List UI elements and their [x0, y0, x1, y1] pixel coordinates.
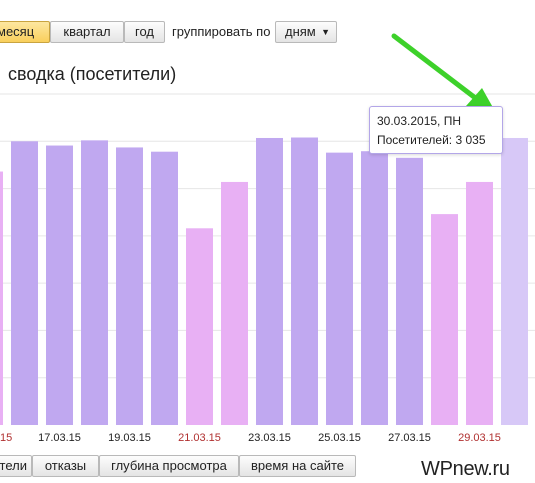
arrow-icon — [391, 33, 496, 113]
tab-bounces[interactable]: отказы — [32, 455, 99, 477]
x-tick-label: 29.03.15 — [458, 432, 501, 444]
chart-bar[interactable] — [46, 145, 73, 425]
x-tick-label: 15 — [0, 432, 12, 444]
x-axis-ticks: 15 17.03.15 19.03.15 21.03.15 23.03.15 25.03.… — [0, 432, 501, 444]
chart-bar[interactable] — [256, 137, 283, 425]
chart-bar[interactable] — [186, 228, 213, 425]
chart-bar[interactable] — [431, 214, 458, 425]
chart-bar[interactable] — [466, 181, 493, 425]
watermark: WPnew.ru — [421, 458, 510, 480]
chart-bar[interactable] — [116, 147, 143, 425]
x-tick-label: 17.03.15 — [38, 432, 81, 444]
x-tick-label: 19.03.15 — [108, 432, 151, 444]
chart-bar[interactable] — [151, 151, 178, 425]
chart-bar[interactable] — [221, 181, 248, 425]
chart-bar[interactable] — [81, 140, 108, 425]
period-quarter-button[interactable]: квартал — [50, 21, 124, 43]
chart-tooltip: 30.03.2015, ПН Посетителей: 3 035 — [369, 106, 503, 154]
period-month-button[interactable]: месяц — [0, 21, 50, 43]
x-tick-label: 23.03.15 — [248, 432, 291, 444]
tooltip-date: 30.03.2015, ПН — [377, 114, 462, 128]
chart-bar[interactable] — [291, 137, 318, 425]
group-by-value: дням — [285, 24, 316, 39]
group-by-label: группировать по — [172, 24, 271, 39]
chart-bar[interactable] — [11, 141, 38, 426]
chart-bar[interactable] — [396, 157, 423, 426]
chart-bars — [0, 137, 528, 426]
chart-title: сводка (посетители) — [8, 64, 177, 84]
x-tick-label: 21.03.15 — [178, 432, 221, 444]
chart-bar[interactable] — [326, 152, 353, 426]
chart-bar[interactable] — [501, 137, 528, 425]
x-tick-label: 27.03.15 — [388, 432, 431, 444]
tooltip-value: Посетителей: 3 035 — [377, 133, 486, 147]
tab-depth[interactable]: глубина просмотра — [99, 455, 239, 477]
tab-time-on-site[interactable]: время на сайте — [239, 455, 356, 477]
group-by-select[interactable]: дням ▼ — [275, 21, 337, 43]
chart-bar[interactable] — [0, 171, 3, 425]
x-tick-label: 25.03.15 — [318, 432, 361, 444]
chart-bar[interactable] — [361, 151, 388, 426]
tab-visitors[interactable]: тели — [0, 455, 32, 477]
period-year-button[interactable]: год — [124, 21, 165, 43]
chevron-down-icon: ▼ — [321, 27, 330, 37]
